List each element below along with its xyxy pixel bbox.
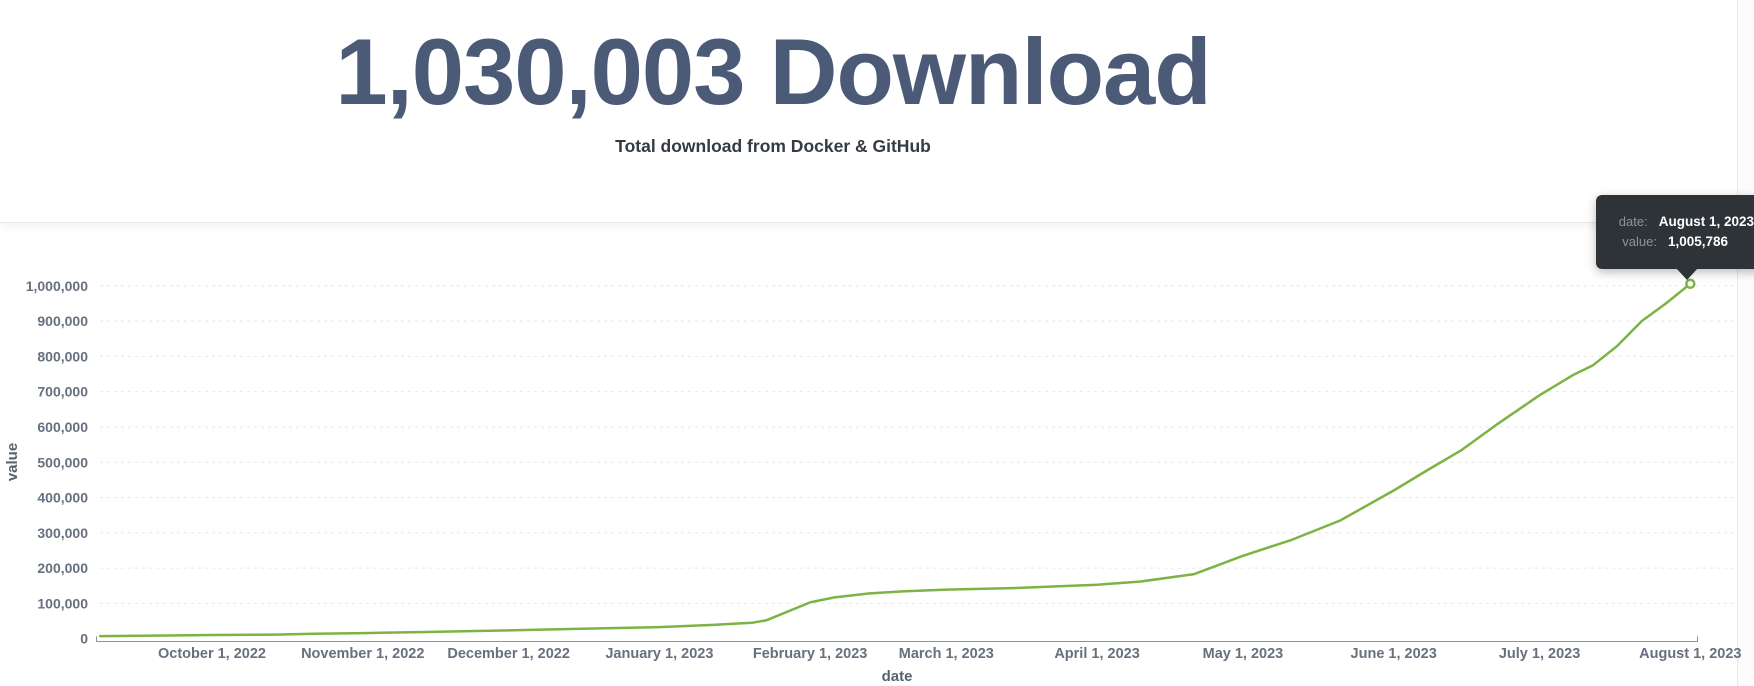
- x-tick-label: January 1, 2023: [605, 646, 713, 662]
- tooltip-date-label: date:: [1618, 214, 1648, 229]
- tooltip-date-row: date: August 1, 2023: [1610, 213, 1754, 230]
- x-axis-line: [96, 636, 1698, 642]
- header-content: 1,030,003 Download Total download from D…: [0, 0, 1546, 157]
- page-subtitle: Total download from Docker & GitHub: [615, 136, 931, 156]
- x-tick-label: July 1, 2023: [1499, 646, 1580, 662]
- y-tick-label: 700,000: [37, 384, 88, 400]
- x-tick-label: June 1, 2023: [1351, 646, 1437, 662]
- page-title: 1,030,003 Download: [335, 19, 1211, 124]
- y-tick-label: 800,000: [37, 348, 88, 364]
- hovered-point-marker[interactable]: [1685, 278, 1696, 290]
- tooltip-value-value: 1,005,786: [1668, 234, 1729, 249]
- chart-tooltip: date: August 1, 2023 value: 1,005,786: [1596, 195, 1754, 280]
- y-tick-label: 400,000: [37, 490, 88, 506]
- y-tick-label: 1,000,000: [26, 278, 88, 294]
- x-tick-label: December 1, 2022: [447, 646, 570, 662]
- tooltip-value-row: value: 1,005,786: [1610, 233, 1754, 250]
- y-tick-label: 500,000: [37, 454, 88, 470]
- y-axis-title: value: [4, 443, 21, 481]
- y-tick-label: 600,000: [37, 419, 88, 435]
- x-tick-label: August 1, 2023: [1639, 646, 1741, 662]
- tooltip-value-label: value:: [1622, 234, 1657, 249]
- x-tick-label: April 1, 2023: [1054, 646, 1139, 662]
- downloads-series-line[interactable]: [98, 282, 1692, 638]
- tooltip-caret-icon: [1676, 268, 1698, 280]
- y-tick-label: 200,000: [37, 560, 88, 576]
- x-tick-label: March 1, 2023: [899, 646, 994, 662]
- x-tick-label: October 1, 2022: [158, 646, 266, 662]
- x-tick-label: February 1, 2023: [753, 646, 867, 662]
- x-tick-label: May 1, 2023: [1203, 646, 1284, 662]
- y-tick-label: 100,000: [37, 595, 88, 611]
- x-tick-label: November 1, 2022: [301, 646, 424, 662]
- x-axis-title: date: [882, 668, 913, 685]
- y-tick-label: 300,000: [37, 525, 88, 541]
- right-edge-strip: [1737, 0, 1754, 686]
- y-tick-label: 900,000: [37, 313, 88, 329]
- y-tick-label: 0: [80, 631, 88, 647]
- tooltip-date-value: August 1, 2023: [1658, 214, 1754, 229]
- header-section: 1,030,003 Download Total download from D…: [0, 0, 1737, 222]
